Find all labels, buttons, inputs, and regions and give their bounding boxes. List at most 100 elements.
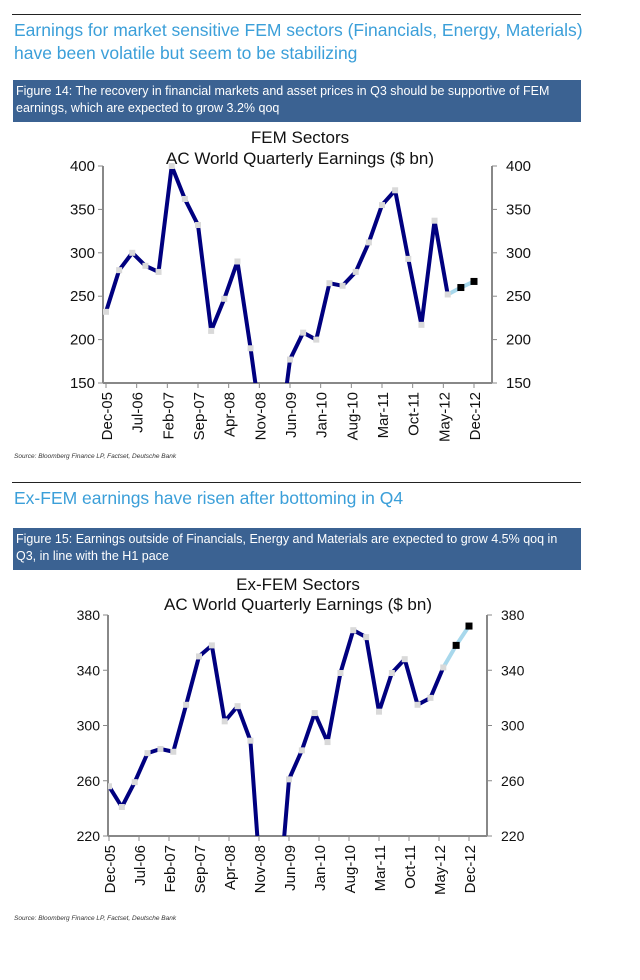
y-tick-label-right: 220 [501, 828, 525, 844]
actual-point [170, 748, 177, 755]
actual-point [440, 664, 447, 671]
actual-point [142, 262, 149, 269]
y-tick-label-right: 400 [506, 158, 531, 175]
actual-point [131, 779, 138, 786]
x-tick-label: Mar-11 [372, 845, 389, 891]
actual-point [234, 258, 241, 265]
x-tick-label: Apr-08 [222, 845, 239, 890]
x-tick-label: Apr-08 [222, 392, 239, 437]
x-tick-label: Dec-05 [102, 845, 119, 893]
actual-point [247, 345, 254, 352]
x-tick-label: Aug-10 [344, 392, 361, 440]
actual-point [116, 267, 123, 274]
x-tick-label: Mar-11 [375, 392, 392, 438]
actual-point [196, 653, 202, 660]
fem-earnings-chart: FEM Sectors AC World Quarterly Earnings (… [70, 128, 531, 442]
actual-point [392, 187, 399, 194]
source-note: Source: Bloomberg Finance LP, Factset, D… [14, 453, 177, 460]
x-tick-label: Feb-07 [162, 845, 179, 893]
chart-subtitle: AC World Quarterly Earnings ($ bn) [166, 149, 434, 168]
figure-caption: Figure 14: The recovery in financial mar… [13, 80, 581, 122]
actual-point [444, 291, 451, 298]
x-tick-label: Sep-07 [192, 845, 209, 893]
x-tick-label: Jun-09 [282, 845, 299, 891]
source-note: Source: Bloomberg Finance LP, Factset, D… [14, 915, 177, 922]
section-heading: Ex-FEM earnings have risen after bottomi… [14, 488, 404, 508]
y-tick-label-left: 150 [70, 375, 95, 392]
actual-point [287, 356, 293, 363]
y-tick-label-right: 380 [501, 607, 525, 623]
actual-point [260, 916, 266, 922]
y-tick-label-right: 200 [506, 332, 531, 349]
y-tick-label-right: 350 [506, 201, 531, 218]
actual-point [324, 739, 331, 746]
actual-point [418, 321, 425, 328]
actual-line [108, 628, 446, 836]
y-tick-label-left: 350 [70, 201, 95, 218]
actual-point [208, 642, 215, 649]
x-tick-label: Jan-10 [312, 845, 329, 891]
actual-point [195, 222, 201, 229]
y-tick-label-left: 340 [77, 662, 101, 678]
y-tick-label-right: 250 [506, 288, 531, 305]
actual-point [221, 295, 228, 302]
actual-point [337, 670, 344, 677]
actual-point [183, 701, 190, 708]
x-tick-label: Aug-10 [342, 845, 359, 893]
y-tick-label-right: 300 [501, 718, 525, 734]
actual-point [427, 694, 434, 701]
x-tick-label: May-12 [432, 845, 449, 895]
x-tick-label: Jul-06 [132, 845, 149, 886]
chart-title: Ex-FEM Sectors [236, 575, 360, 594]
actual-point [108, 783, 112, 790]
y-tick-label-left: 220 [77, 828, 101, 844]
actual-point [221, 718, 228, 725]
chart-title: FEM Sectors [251, 128, 349, 147]
x-tick-label: Dec-05 [99, 392, 116, 440]
x-tick-label: Nov-08 [252, 845, 269, 893]
actual-point [311, 710, 318, 717]
y-tick-label-right: 260 [501, 773, 525, 789]
actual-point [155, 268, 162, 275]
chart-subtitle: AC World Quarterly Earnings ($ bn) [164, 595, 432, 614]
actual-line [104, 164, 450, 383]
x-tick-label: May-12 [436, 392, 453, 442]
actual-point [157, 745, 164, 752]
actual-point [181, 195, 188, 202]
figure-caption: Figure 15: Earnings outside of Financial… [13, 528, 581, 570]
actual-point [286, 776, 292, 783]
actual-point [352, 268, 359, 275]
actual-point [168, 163, 175, 169]
actual-point [103, 308, 109, 315]
y-tick-label-right: 150 [506, 375, 531, 392]
actual-point [379, 202, 385, 209]
x-tick-label: Sep-07 [191, 392, 208, 440]
actual-point [405, 255, 412, 262]
actual-point [414, 701, 421, 708]
y-tick-label-left: 200 [70, 332, 95, 349]
x-tick-label: Oct-11 [402, 845, 419, 889]
actual-point [363, 634, 370, 641]
y-tick-label-right: 300 [506, 245, 531, 262]
actual-point [376, 708, 382, 715]
x-tick-label: Feb-07 [160, 392, 177, 440]
actual-point [234, 703, 241, 710]
x-tick-label: Jun-09 [283, 392, 300, 438]
estimate-point [457, 284, 465, 292]
y-tick-label-left: 300 [77, 718, 101, 734]
actual-point [300, 329, 307, 336]
y-tick-label-right: 340 [501, 662, 525, 678]
y-tick-label-left: 400 [70, 158, 95, 175]
plot-area [108, 622, 473, 936]
estimate-point [465, 622, 473, 630]
actual-point [350, 627, 357, 634]
section-divider [12, 482, 581, 483]
actual-point [339, 282, 346, 289]
actual-point [273, 930, 279, 936]
x-tick-label: Oct-11 [406, 392, 423, 436]
estimate-point [452, 641, 460, 649]
actual-point [298, 747, 305, 754]
x-tick-label: Nov-08 [252, 392, 269, 440]
x-tick-label: Jul-06 [130, 392, 147, 433]
